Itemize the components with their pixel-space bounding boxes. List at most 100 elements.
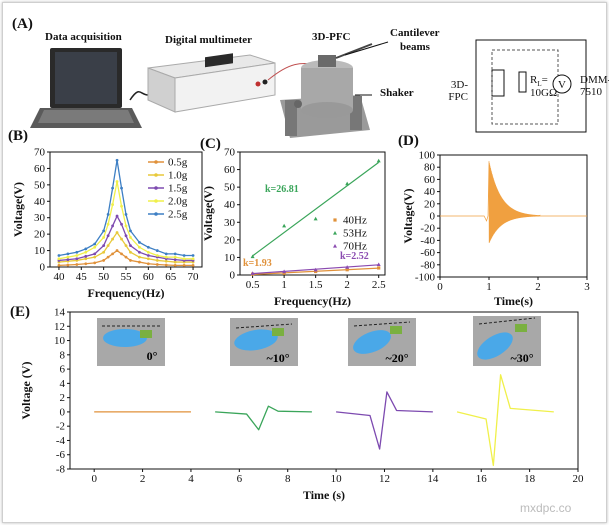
cable-line <box>129 91 149 101</box>
hand-photo-0 <box>97 318 165 366</box>
chart-e-ytick-label: 4 <box>60 378 66 390</box>
chart-b-point <box>106 244 110 248</box>
chart-e-xtick-label: 16 <box>476 473 488 485</box>
chart-b-point <box>191 257 195 261</box>
chart-c: 0.5 1 1.5 2 2.5 0 10 20 30 40 50 60 70 Frequency(Hz) V… <box>201 147 386 309</box>
chart-c-point <box>313 267 318 272</box>
chart-b-point <box>129 244 132 248</box>
chart-b-legend-marker <box>154 212 158 216</box>
chart-c-legend-marker <box>333 218 337 222</box>
chart-b-point <box>120 222 123 226</box>
chart-b-point <box>93 255 97 259</box>
cantilever-pointer <box>344 41 389 56</box>
panel-label-A: (A) <box>12 16 33 32</box>
chart-b-point <box>111 203 114 206</box>
chart-b-point <box>138 250 141 254</box>
digital-multimeter-label: Digital multimeter <box>165 34 252 46</box>
chart-c-xtick-label: 1.5 <box>309 279 323 291</box>
chart-c-ytick-label: 30 <box>224 217 236 229</box>
chart-b-point <box>84 257 88 261</box>
chart-b-point <box>129 229 132 233</box>
chart-b-point <box>120 204 123 208</box>
chart-e-series-line <box>456 374 554 467</box>
chart-b-point <box>182 254 186 257</box>
chart-b-xtick-label: 70 <box>188 271 200 283</box>
chart-b-point <box>66 252 70 256</box>
chart-b-point <box>75 250 79 254</box>
chart-b-point <box>120 252 123 256</box>
chart-b-xtick-label: 60 <box>143 271 155 283</box>
chart-d-xtick-label: 3 <box>584 281 590 293</box>
chart-b-ytick-label: 10 <box>34 245 46 257</box>
hand-photo-30 <box>473 316 541 366</box>
shaker-icon <box>280 43 373 138</box>
chart-b-legend-marker <box>154 186 158 190</box>
chart-b-legend-marker <box>154 173 158 177</box>
chart-b-point <box>182 263 186 267</box>
chart-b-point <box>111 224 114 228</box>
chart-b-legend-label: 1.5g <box>168 183 188 195</box>
chart-e-xtick-label: 20 <box>573 473 585 485</box>
panel-label-C: (C) <box>200 136 221 152</box>
chart-b-ylabel: Voltage(V) <box>11 182 25 237</box>
chart-c-point <box>377 266 381 270</box>
chart-b-point <box>164 252 168 256</box>
chart-b-point <box>164 255 168 259</box>
chart-b-point <box>84 247 88 251</box>
chart-e-xtick-label: 2 <box>140 473 146 485</box>
chart-b-point <box>106 213 110 216</box>
chart-b-legend-marker <box>154 160 158 164</box>
chart-e-ylabel: Voltage (V) <box>19 362 33 420</box>
chart-b-point <box>146 254 150 257</box>
angle-label-20: ~20° <box>385 351 408 365</box>
chart-b-point <box>129 259 132 262</box>
chart-e-ytick-label: 0 <box>60 406 66 418</box>
chart-c-ytick-label: 50 <box>224 182 236 194</box>
chart-d: 0 1 2 3100806040200-20-40-60-80-100Time(s)V… <box>401 150 590 309</box>
chart-b-point <box>155 254 159 257</box>
chart-b-point <box>84 262 88 266</box>
chart-d-ytick-label: 100 <box>419 150 436 162</box>
beams-label: beams <box>400 41 431 53</box>
chart-b-legend-label: 1.0g <box>168 170 188 182</box>
chart-e-ytick-label: -2 <box>56 421 65 433</box>
chart-b-xtick-label: 65 <box>165 271 177 283</box>
chart-c-ytick-label: 40 <box>224 199 236 211</box>
chart-b: 40 45 50 55 60 65 70 0 10 20 30 40 50 60 70 Frequency(H… <box>11 147 203 300</box>
chart-c-point <box>376 262 381 267</box>
chart-b-point <box>102 250 106 254</box>
chart-c-slope-label: k=26.81 <box>265 184 299 195</box>
chart-d-ytick-label: -100 <box>415 272 436 284</box>
chart-e-series-line <box>336 391 433 450</box>
chart-e-ytick-label: -8 <box>56 464 66 476</box>
chart-b-point <box>102 236 106 239</box>
chart-e-xtick-label: 0 <box>91 473 97 485</box>
laptop-icon <box>30 48 142 128</box>
chart-c-slope-label: k=2.52 <box>340 251 369 262</box>
chart-b-point <box>66 258 70 262</box>
chart-c-xtick-label: 2 <box>344 279 350 291</box>
chart-b-point <box>57 263 61 267</box>
chart-b-point <box>120 237 123 241</box>
chart-c-legend-label: 53Hz <box>343 228 367 240</box>
chart-e-ytick-label: 8 <box>60 349 66 361</box>
chart-b-point <box>124 213 128 216</box>
chart-b-point <box>146 245 150 249</box>
chart-e-xtick-label: 10 <box>331 473 343 485</box>
chart-c-legend-label: 70Hz <box>343 241 367 253</box>
chart-b-point <box>115 231 119 234</box>
chart-c-point <box>345 265 350 269</box>
chart-e-xtick-label: 12 <box>379 473 390 485</box>
chart-b-point <box>93 242 97 246</box>
chart-d-ytick-label: 40 <box>424 186 436 198</box>
data-acquisition-label: Data acquisition <box>45 31 122 43</box>
chart-b-ytick-label: 30 <box>34 212 46 224</box>
chart-c-slope-label: k=1.93 <box>243 258 272 269</box>
chart-b-ytick-label: 60 <box>34 163 46 175</box>
chart-e-xlabel: Time (s) <box>303 488 345 502</box>
chart-c-legend-marker <box>333 244 337 248</box>
panel-label-D: (D) <box>398 133 419 149</box>
chart-b-point <box>106 222 110 226</box>
fpc-label-2: FPC <box>448 91 468 103</box>
panel-label-B: (B) <box>8 128 28 144</box>
